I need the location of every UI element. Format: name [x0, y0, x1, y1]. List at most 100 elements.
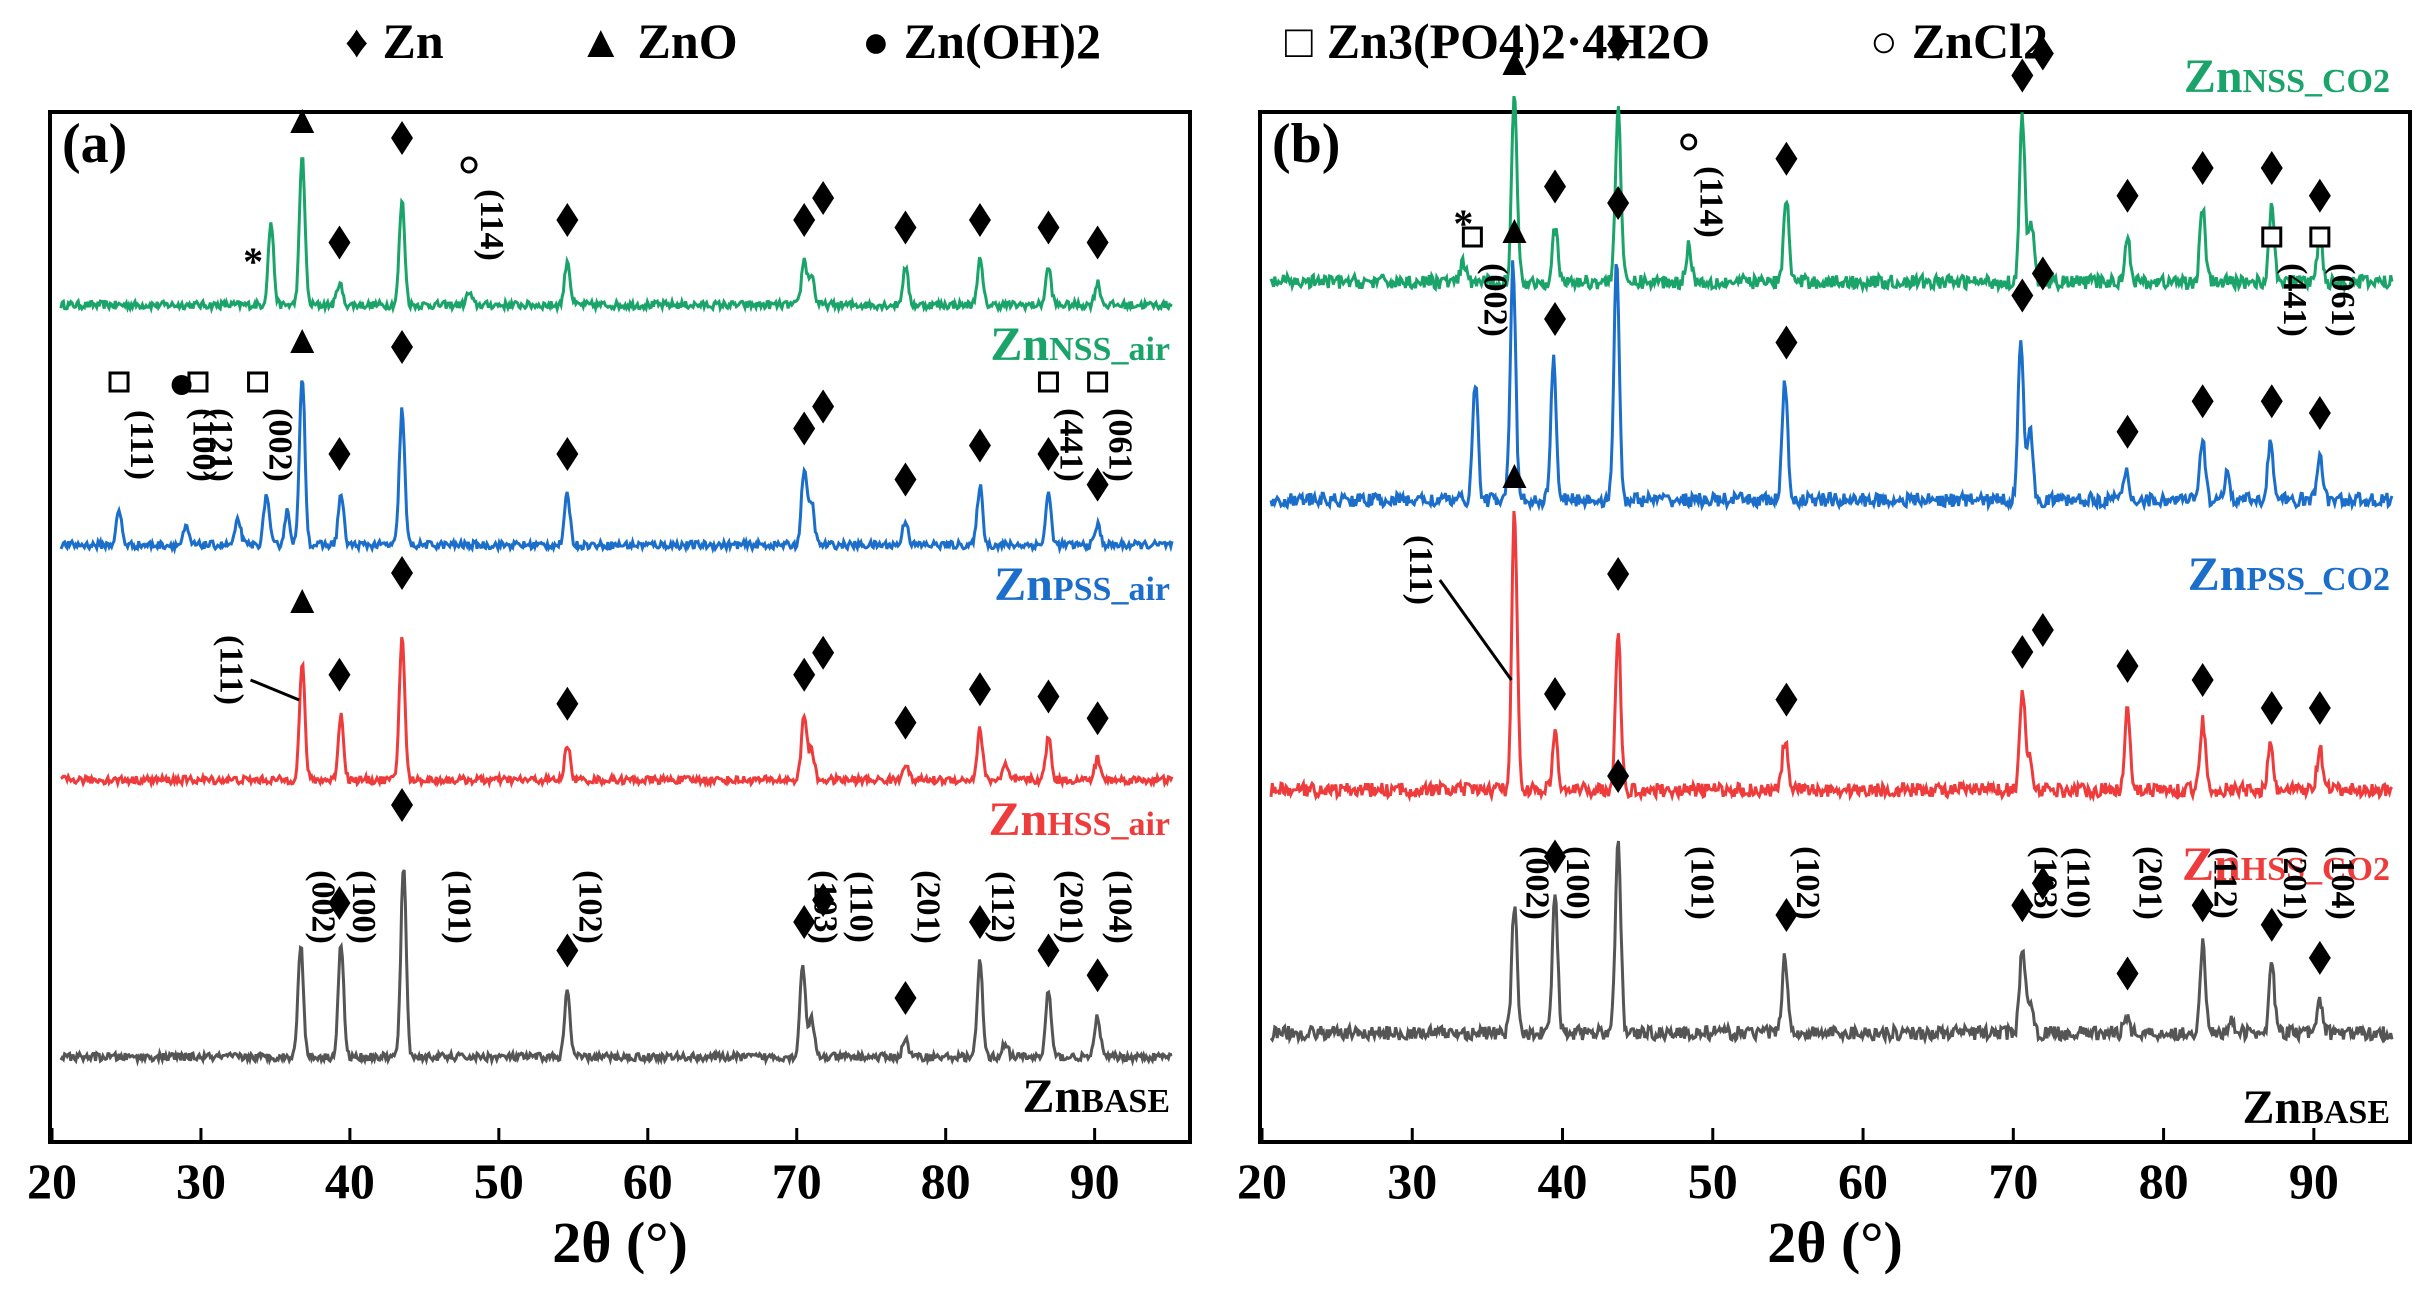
zn-diamond-marker: [2011, 635, 2034, 669]
zn-diamond-marker: [1086, 701, 1109, 736]
x-tick-label: 20: [27, 1153, 77, 1209]
hkl-label: (103): [807, 870, 844, 944]
pss-hkl-label: (111): [123, 410, 160, 480]
zn-diamond-marker: [2116, 414, 2139, 449]
zn-diamond-marker: [2308, 691, 2331, 725]
series-label: ZnHSS_CO2: [2182, 838, 2390, 891]
x-tick-label: 20: [1237, 1153, 1287, 1209]
zn-diamond-marker: [391, 788, 414, 822]
x-tick-label: 40: [325, 1153, 375, 1209]
zncl2-label: (114): [1693, 166, 1730, 238]
zn-diamond-marker: [391, 121, 414, 155]
x-axis-label: 2θ (°): [552, 1210, 688, 1275]
zn-diamond-marker: [2260, 384, 2283, 419]
zn-diamond-marker: [812, 883, 835, 917]
zno-triangle-marker: [1502, 464, 1527, 488]
x-tick-label: 70: [1988, 1153, 2038, 1209]
panel-label: (a): [62, 113, 127, 175]
legend-item-zn: ♦ Zn: [345, 12, 444, 70]
x-tick-label: 60: [1838, 1153, 1888, 1209]
phosphate-square-marker: [1037, 371, 1059, 393]
pss-hkl-label: (061): [1102, 408, 1139, 482]
series-label: ZnHSS_air: [988, 793, 1170, 846]
zn-diamond-marker: [1607, 186, 1630, 220]
zno-triangle-marker: [290, 329, 315, 353]
x-tick-label: 90: [2289, 1153, 2339, 1209]
trace-base: [1269, 840, 2394, 1046]
hkl-label: (104): [2324, 846, 2361, 920]
zncl2-circle-marker: [1680, 133, 1698, 151]
hkl-label: (100): [345, 870, 382, 944]
plot-frame: [1258, 110, 2412, 1144]
zn-diamond-marker: [2116, 649, 2139, 683]
series-label-prefix: Zn: [2182, 838, 2241, 891]
zno-hkl-label: (111): [1402, 535, 1439, 605]
phosphate-square-marker: [108, 371, 130, 393]
series-label: ZnNSS_CO2: [2184, 50, 2390, 103]
legend-label: Zn(OH)2: [903, 13, 1102, 69]
series-label-suffix: BASE: [2301, 1094, 2390, 1131]
zno-arrow: [249, 678, 300, 702]
x-tick-label: 30: [176, 1153, 226, 1209]
zn-diamond-marker: [1607, 557, 1630, 591]
x-tick-label: 50: [1688, 1153, 1738, 1209]
pss-hkl-label: (002): [262, 408, 299, 482]
hkl-label: (101): [1684, 846, 1721, 920]
zn-diamond-marker: [2308, 178, 2331, 213]
series-label-prefix: Zn: [988, 793, 1047, 846]
x-tick-label: 70: [772, 1153, 822, 1209]
zn-diamond-marker: [1775, 141, 1798, 176]
zn-diamond-marker: [556, 203, 579, 237]
hkl-label: (110): [2059, 847, 2096, 919]
series-label: ZnBASE: [2242, 1081, 2390, 1134]
trace-base: [59, 869, 1173, 1067]
zn-diamond-marker: [1544, 677, 1567, 711]
znoh2-circle-marker: [171, 375, 192, 395]
phosphate-square-marker: [1087, 371, 1109, 393]
zno-triangle-marker: [290, 109, 315, 133]
zn-diamond-marker: [2011, 278, 2034, 313]
zn-diamond-marker: [2031, 36, 2054, 71]
pss-hkl-label: (061): [2324, 263, 2361, 337]
series-label-prefix: Zn: [2184, 50, 2243, 103]
zn-diamond-marker: [1544, 302, 1567, 336]
zn-diamond-marker: [812, 389, 835, 424]
phosphate-square-marker: [187, 371, 209, 393]
zn-diamond-marker: [1086, 225, 1109, 260]
zn-diamond-marker: [1544, 839, 1567, 874]
hkl-label: (112): [2207, 847, 2244, 919]
trace-hss-co2: [1269, 510, 2394, 803]
hkl-label: (112): [984, 871, 1021, 943]
circle-filled-icon: ●: [862, 15, 890, 67]
zncl2-label: (114): [473, 189, 510, 261]
x-axis-label: 2θ (°): [1767, 1210, 1903, 1275]
series-label: ZnNSS_air: [990, 318, 1170, 371]
hkl-label: (201): [1052, 870, 1089, 944]
x-tick-label: 80: [2139, 1153, 2189, 1209]
zno-hkl-label: (111): [213, 635, 250, 705]
x-tick-label: 60: [623, 1153, 673, 1209]
x-tick-label: 50: [474, 1153, 524, 1209]
series-label-suffix: HSS_CO2: [2241, 851, 2390, 888]
series-label-suffix: HSS_air: [1047, 806, 1170, 843]
hkl-label: (002): [1518, 846, 1555, 920]
zn-diamond-marker: [793, 411, 816, 446]
legend-item-zno: ▲ ZnO: [578, 12, 738, 70]
series-label-prefix: Zn: [1022, 1070, 1081, 1123]
zn-diamond-marker: [2116, 178, 2139, 213]
zn-diamond-marker: [1607, 759, 1630, 793]
zn-diamond-marker: [793, 203, 816, 237]
x-tick-label: 30: [1387, 1153, 1437, 1209]
series-label-prefix: Zn: [990, 318, 1049, 371]
zncl2-circle-marker: [460, 156, 478, 174]
x-tick-label: 40: [1538, 1153, 1588, 1209]
zn-diamond-marker: [968, 905, 991, 939]
series-label-prefix: Zn: [994, 558, 1053, 611]
zn-diamond-marker: [2191, 384, 2214, 419]
zn-diamond-marker: [968, 203, 991, 237]
zn-diamond-marker: [2260, 691, 2283, 725]
zn-diamond-marker: [968, 672, 991, 707]
hkl-label: (110): [842, 871, 879, 943]
zn-diamond-marker: [2260, 907, 2283, 942]
